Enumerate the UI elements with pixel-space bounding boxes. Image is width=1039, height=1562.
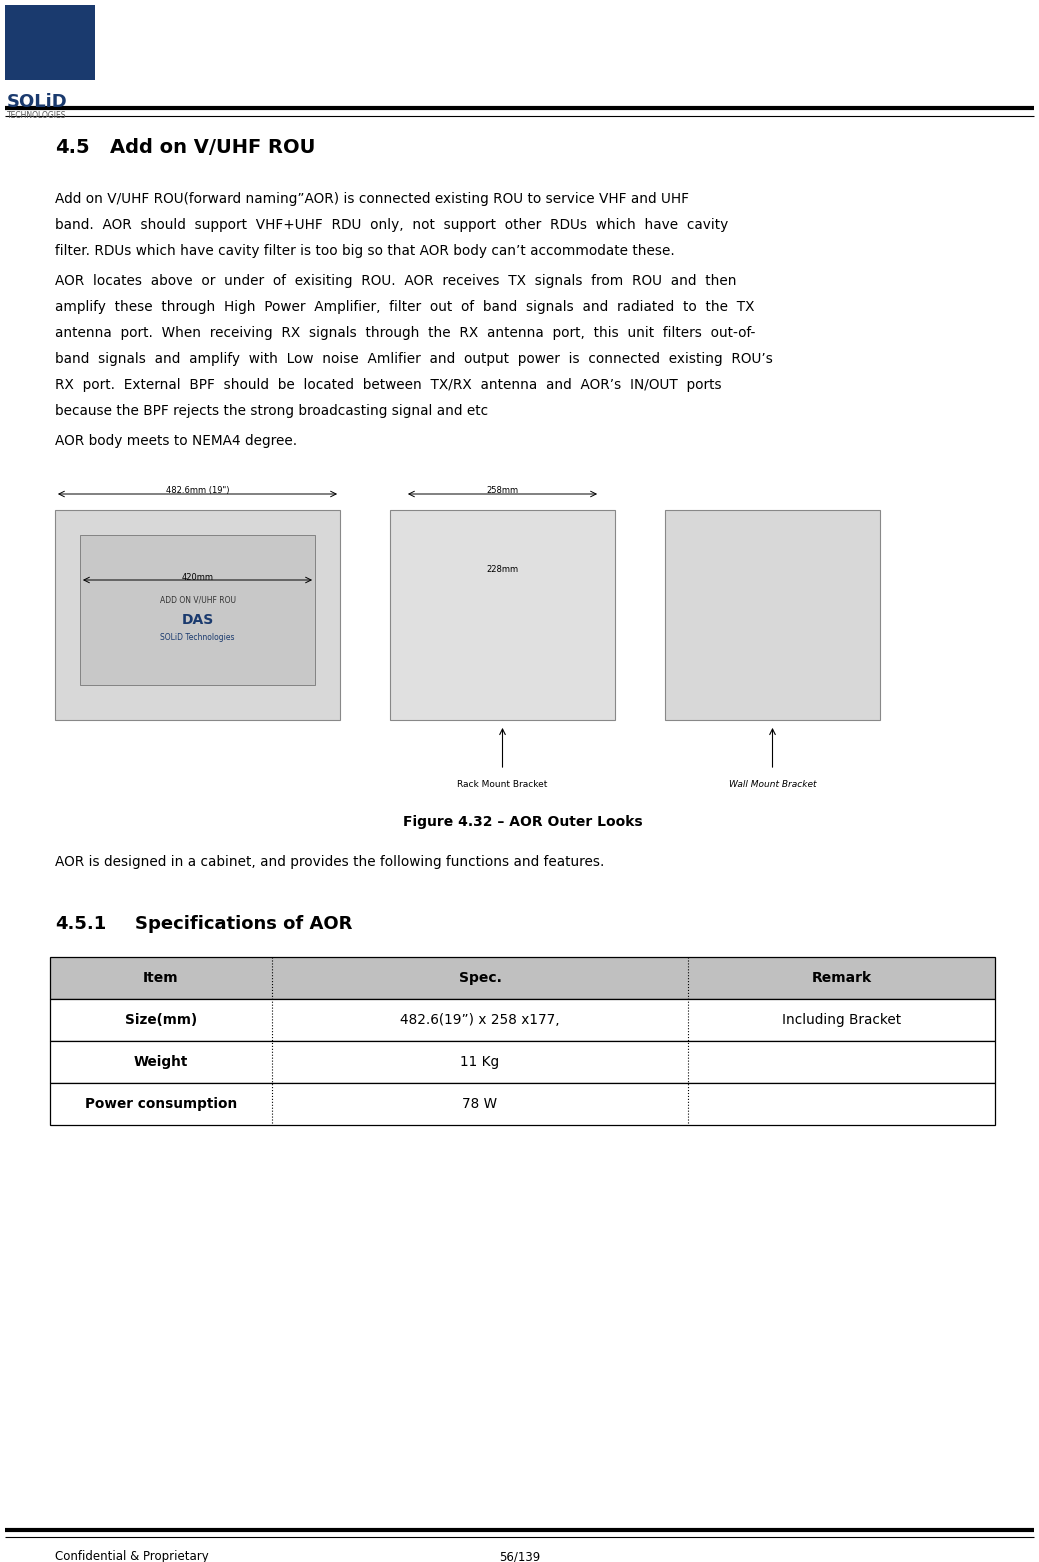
Text: Item: Item [143, 972, 179, 986]
Text: 258mm: 258mm [486, 486, 518, 495]
Text: DAS: DAS [182, 612, 214, 626]
Bar [50, 1000, 995, 1040]
Text: AOR is designed in a cabinet, and provides the following functions and features.: AOR is designed in a cabinet, and provid… [55, 854, 605, 868]
Text: TECHNOLOGIES: TECHNOLOGIES [7, 111, 66, 120]
Text: 4.5.1: 4.5.1 [55, 915, 106, 933]
Text: Figure 4.32 – AOR Outer Looks: Figure 4.32 – AOR Outer Looks [403, 815, 642, 829]
Text: Confidential & Proprietary: Confidential & Proprietary [55, 1550, 209, 1562]
Text: Spec.: Spec. [458, 972, 502, 986]
Bar [45, 480, 1000, 800]
Text: 482.6(19”) x 258 x177,: 482.6(19”) x 258 x177, [400, 1014, 560, 1026]
Text: Specifications of AOR: Specifications of AOR [135, 915, 352, 933]
Text: SOLiD Technologies: SOLiD Technologies [160, 633, 235, 642]
Text: Size(mm): Size(mm) [125, 1014, 197, 1026]
Text: Power consumption: Power consumption [85, 1097, 237, 1111]
Text: 482.6mm (19"): 482.6mm (19") [166, 486, 230, 495]
Text: antenna  port.  When  receiving  RX  signals  through  the  RX  antenna  port,  : antenna port. When receiving RX signals … [55, 326, 755, 341]
Text: SOLiD: SOLiD [7, 94, 68, 111]
Text: because the BPF rejects the strong broadcasting signal and etc: because the BPF rejects the strong broad… [55, 405, 488, 419]
Text: Rack Mount Bracket: Rack Mount Bracket [457, 779, 548, 789]
Bar [50, 1040, 995, 1082]
Bar [50, 958, 995, 1000]
Bar [665, 511, 880, 720]
Text: Weight: Weight [134, 1054, 188, 1068]
Text: amplify  these  through  High  Power  Amplifier,  filter  out  of  band  signals: amplify these through High Power Amplifi… [55, 300, 754, 314]
Text: 228mm: 228mm [486, 565, 518, 573]
Text: 56/139: 56/139 [500, 1550, 540, 1562]
Bar [80, 536, 315, 686]
Text: 420mm: 420mm [182, 573, 213, 583]
Text: AOR body meets to NEMA4 degree.: AOR body meets to NEMA4 degree. [55, 434, 297, 448]
Text: band  signals  and  amplify  with  Low  noise  Amlifier  and  output  power  is : band signals and amplify with Low noise … [55, 351, 773, 366]
Text: band.  AOR  should  support  VHF+UHF  RDU  only,  not  support  other  RDUs  whi: band. AOR should support VHF+UHF RDU onl… [55, 219, 728, 233]
Text: Wall Mount Bracket: Wall Mount Bracket [728, 779, 817, 789]
Bar [5, 5, 95, 80]
Text: Including Bracket: Including Bracket [782, 1014, 901, 1026]
Bar [390, 511, 615, 720]
Text: Add on V/UHF ROU: Add on V/UHF ROU [110, 137, 316, 158]
Bar [50, 1082, 995, 1125]
Text: Remark: Remark [811, 972, 872, 986]
Text: Add on V/UHF ROU(forward naming”AOR) is connected existing ROU to service VHF an: Add on V/UHF ROU(forward naming”AOR) is … [55, 192, 689, 206]
Text: RX  port.  External  BPF  should  be  located  between  TX/RX  antenna  and  AOR: RX port. External BPF should be located … [55, 378, 722, 392]
Text: AOR  locates  above  or  under  of  exisiting  ROU.  AOR  receives  TX  signals : AOR locates above or under of exisiting … [55, 273, 737, 287]
Text: filter. RDUs which have cavity filter is too big so that AOR body can’t accommod: filter. RDUs which have cavity filter is… [55, 244, 674, 258]
Text: ADD ON V/UHF ROU: ADD ON V/UHF ROU [160, 595, 236, 604]
Text: 78 W: 78 W [462, 1097, 498, 1111]
Text: 11 Kg: 11 Kg [460, 1054, 500, 1068]
Bar [55, 511, 340, 720]
Text: 4.5: 4.5 [55, 137, 89, 158]
